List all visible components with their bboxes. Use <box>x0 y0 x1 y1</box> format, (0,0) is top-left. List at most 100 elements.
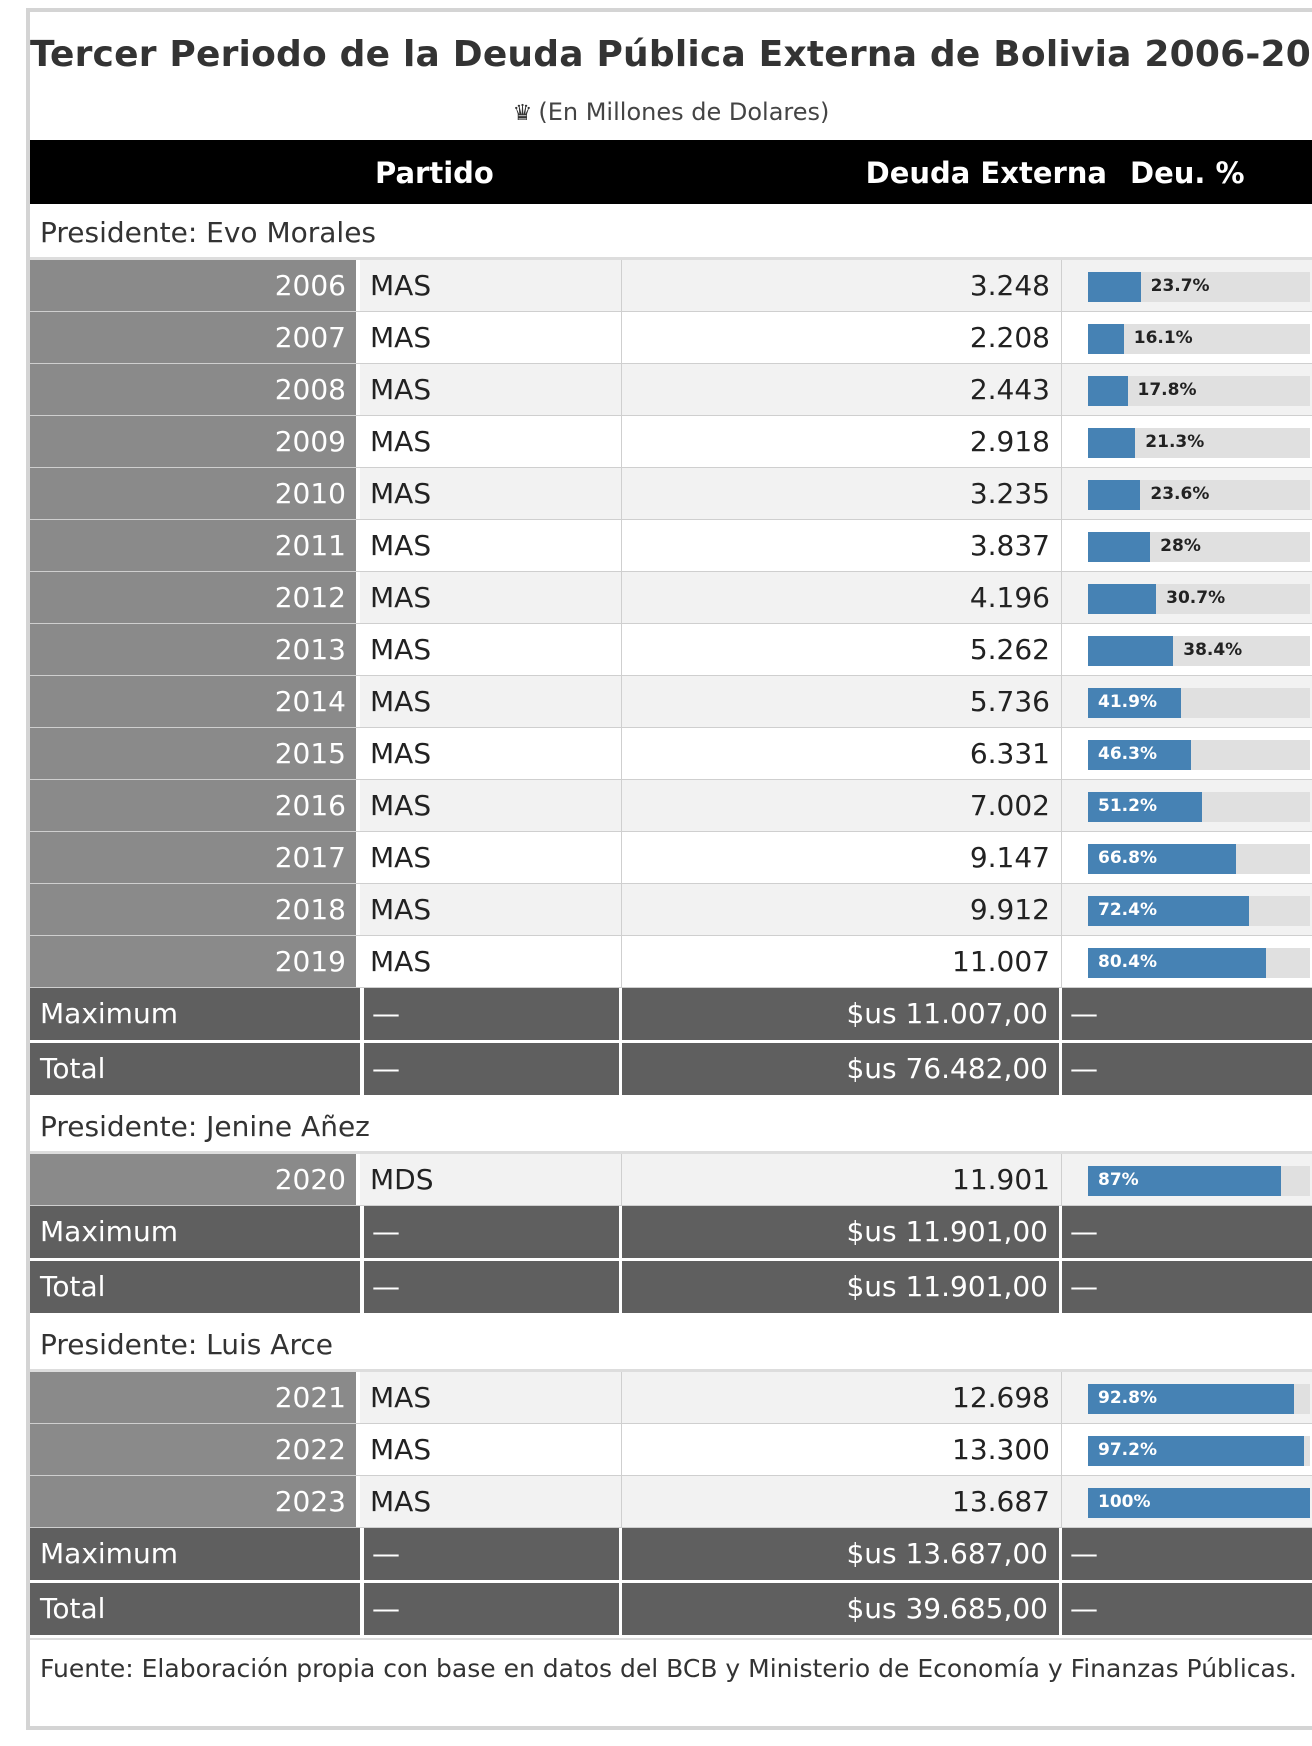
table-row[interactable]: 2007 MAS 2.208 16.1% <box>30 312 1312 364</box>
pct-bar-track: 80.4% <box>1088 948 1310 978</box>
pct-bar-track: 16.1% <box>1088 324 1310 354</box>
pct-bar-track: 23.6% <box>1088 480 1310 510</box>
party-cell: MAS <box>360 1424 622 1475</box>
table-row[interactable]: 2009 MAS 2.918 21.3% <box>30 416 1312 468</box>
year-cell: 2023 <box>30 1476 360 1527</box>
pct-bar-label: 38.4% <box>1183 640 1243 660</box>
table-row[interactable]: 2008 MAS 2.443 17.8% <box>30 364 1312 416</box>
table-row[interactable]: 2023 MAS 13.687 100% <box>30 1476 1312 1528</box>
pct-bar-fill <box>1088 376 1128 406</box>
table-row[interactable]: 2022 MAS 13.300 97.2% <box>30 1424 1312 1476</box>
year-cell: 2021 <box>30 1372 360 1423</box>
party-cell: MAS <box>360 832 622 883</box>
summary-value: $us 13.687,00 <box>622 1528 1062 1580</box>
column-header-debt[interactable]: Deuda Externa <box>865 156 1107 190</box>
debt-cell: 2.443 <box>622 364 1062 415</box>
table-row[interactable]: 2006 MAS 3.248 23.7% <box>30 260 1312 312</box>
table-row[interactable]: 2021 MAS 12.698 92.8% <box>30 1372 1312 1424</box>
summary-pct-dash: — <box>1070 1592 1098 1625</box>
pct-cell: 72.4% <box>1062 884 1312 935</box>
pct-bar-track: 100% <box>1088 1488 1310 1518</box>
table-row[interactable]: 2020 MDS 11.901 87% <box>30 1154 1312 1206</box>
debt-cell: 9.147 <box>622 832 1062 883</box>
pct-bar-track: 51.2% <box>1088 792 1310 822</box>
pct-bar-label: 17.8% <box>1137 380 1197 400</box>
debt-cell: 3.248 <box>622 260 1062 311</box>
table-row[interactable]: 2010 MAS 3.235 23.6% <box>30 468 1312 520</box>
debt-cell: 3.837 <box>622 520 1062 571</box>
table-row[interactable]: 2012 MAS 4.196 30.7% <box>30 572 1312 624</box>
year-cell: 2019 <box>30 936 360 987</box>
party-cell: MDS <box>360 1154 622 1205</box>
debt-cell: 2.208 <box>622 312 1062 363</box>
pct-bar-label: 92.8% <box>1098 1388 1157 1408</box>
year-cell: 2014 <box>30 676 360 727</box>
year-cell: 2010 <box>30 468 360 519</box>
pct-bar-fill <box>1088 584 1157 614</box>
pct-bar-fill <box>1088 688 1182 718</box>
pct-bar-fill <box>1088 1166 1282 1196</box>
pct-bar-label: 51.2% <box>1098 796 1157 816</box>
subtitle-text: (En Millones de Dolares) <box>538 98 830 126</box>
pct-cell: 100% <box>1062 1476 1312 1527</box>
table-row[interactable]: 2019 MAS 11.007 80.4% <box>30 936 1312 988</box>
pct-cell: 51.2% <box>1062 780 1312 831</box>
pct-bar-fill <box>1088 636 1174 666</box>
column-header-pct[interactable]: Deu. % <box>1130 156 1245 190</box>
party-cell: MAS <box>360 624 622 675</box>
debt-cell: 12.698 <box>622 1372 1062 1423</box>
pct-bar-track: 87% <box>1088 1166 1310 1196</box>
pct-cell: 17.8% <box>1062 364 1312 415</box>
summary-label: Total <box>40 1270 106 1303</box>
pct-bar-label: 23.7% <box>1150 276 1210 296</box>
summary-value: $us 76.482,00 <box>622 1043 1062 1095</box>
table-row[interactable]: 2018 MAS 9.912 72.4% <box>30 884 1312 936</box>
group-label: Presidente: Luis Arce <box>40 1328 333 1361</box>
year-cell: 2007 <box>30 312 360 363</box>
party-cell: MAS <box>360 364 622 415</box>
summary-label: Total <box>40 1052 106 1085</box>
table-row[interactable]: 2014 MAS 5.736 41.9% <box>30 676 1312 728</box>
column-header-party[interactable]: Partido <box>375 156 494 190</box>
summary-value: $us 11.007,00 <box>622 988 1062 1040</box>
table-widget: Tercer Periodo de la Deuda Pública Exter… <box>26 8 1312 1730</box>
summary-value: $us 11.901,00 <box>622 1261 1062 1313</box>
pct-cell: 23.7% <box>1062 260 1312 311</box>
crown-icon: ♛ <box>512 101 533 126</box>
table-row[interactable]: 2015 MAS 6.331 46.3% <box>30 728 1312 780</box>
pct-cell: 92.8% <box>1062 1372 1312 1423</box>
table-row[interactable]: 2017 MAS 9.147 66.8% <box>30 832 1312 884</box>
summary-party-dash: — <box>360 1583 622 1635</box>
summary-party-dash: — <box>360 1206 622 1258</box>
pct-bar-label: 72.4% <box>1098 900 1157 920</box>
pct-bar-track: 38.4% <box>1088 636 1310 666</box>
debt-cell: 11.901 <box>622 1154 1062 1205</box>
pct-cell: 41.9% <box>1062 676 1312 727</box>
pct-bar-fill <box>1088 948 1267 978</box>
pct-bar-label: 97.2% <box>1098 1440 1157 1460</box>
year-cell: 2016 <box>30 780 360 831</box>
summary-value: $us 11.901,00 <box>622 1206 1062 1258</box>
summary-row: Total — $us 11.901,00— <box>30 1261 1312 1316</box>
table-row[interactable]: 2011 MAS 3.837 28% <box>30 520 1312 572</box>
summary-label: Maximum <box>40 1537 178 1570</box>
party-cell: MAS <box>360 312 622 363</box>
debt-cell: 11.007 <box>622 936 1062 987</box>
summary-label: Maximum <box>40 1215 178 1248</box>
table-row[interactable]: 2016 MAS 7.002 51.2% <box>30 780 1312 832</box>
pct-bar-label: 41.9% <box>1098 692 1157 712</box>
group-header: Presidente: Jenine Añez <box>30 1098 1312 1154</box>
party-cell: MAS <box>360 780 622 831</box>
pct-bar-label: 28% <box>1160 536 1201 556</box>
pct-cell: 16.1% <box>1062 312 1312 363</box>
pct-cell: 23.6% <box>1062 468 1312 519</box>
debt-cell: 6.331 <box>622 728 1062 779</box>
summary-pct-dash: — <box>1070 997 1098 1030</box>
summary-label: Maximum <box>40 997 178 1030</box>
debt-cell: 13.687 <box>622 1476 1062 1527</box>
pct-bar-label: 80.4% <box>1098 952 1157 972</box>
table-row[interactable]: 2013 MAS 5.262 38.4% <box>30 624 1312 676</box>
party-cell: MAS <box>360 884 622 935</box>
pct-bar-fill <box>1088 740 1191 770</box>
pct-cell: 80.4% <box>1062 936 1312 987</box>
